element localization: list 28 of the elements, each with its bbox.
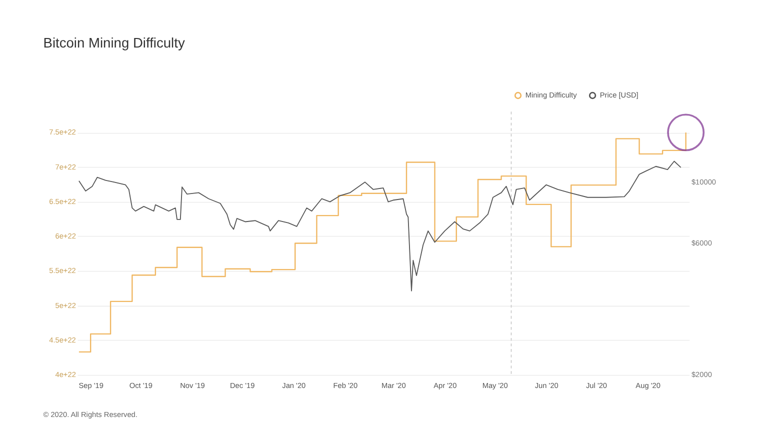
y-tick-label: 7e+22: [55, 162, 76, 172]
legend-label: Price [USD]: [600, 90, 638, 100]
y2-tick-label: $6000: [691, 238, 712, 248]
x-tick-label: Feb '20: [333, 381, 358, 390]
x-tick-label: Sep '19: [78, 381, 104, 390]
y2-tick-label: $10000: [691, 177, 716, 186]
y2-tick-label: $2000: [691, 370, 712, 380]
y-tick-label: 5e+22: [55, 300, 76, 310]
x-tick-label: Jan '20: [282, 381, 306, 390]
x-tick-label: Jul '20: [586, 381, 608, 390]
text: © 2020. All Rights Reserved.: [43, 410, 138, 420]
x-tick-label: May '20: [482, 381, 508, 390]
x-tick-label: Oct '19: [129, 381, 152, 390]
y-tick-label: 5.5e+22: [49, 266, 76, 276]
legend-label: Mining Difficulty: [525, 90, 578, 100]
x-tick-label: Jun '20: [534, 381, 558, 390]
x-tick-label: Aug '20: [636, 381, 660, 390]
line-series: [78, 160, 682, 292]
chart-title: Bitcoin Mining Difficulty: [43, 35, 185, 50]
y-tick-label: 4e+22: [55, 370, 76, 380]
y-tick-label: 7.5e+22: [49, 128, 76, 137]
y-tick-label: 6e+22: [55, 232, 76, 241]
x-tick-label: Nov '19: [180, 381, 205, 390]
y-tick-label: 4.5e+22: [49, 335, 76, 344]
x-tick-label: Dec '19: [230, 381, 255, 390]
x-tick-label: Mar '20: [382, 381, 406, 390]
x-tick-label: Apr '20: [434, 381, 457, 390]
y-tick-label: 6.5e+22: [49, 196, 76, 206]
